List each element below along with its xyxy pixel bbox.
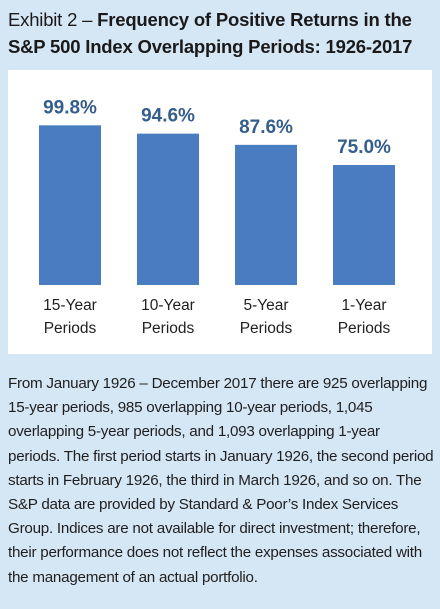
chart-panel: 99.8% 94.6% 87.6% 75.0% 15-Year Periods 10-Yea… [8,70,432,354]
category-label-1-line-1: 15-Year [43,297,97,314]
data-label-3: 87.6% [239,117,293,138]
data-label-2: 94.6% [141,106,195,127]
data-label-4: 75.0% [337,137,391,158]
exhibit-number: Exhibit 2 – [8,9,98,30]
chart-title: Exhibit 2 – Frequency of Positive Return… [8,6,432,60]
bar-4 [333,165,395,285]
category-label-1-line-2: Periods [44,320,97,337]
data-label-1: 99.8% [43,97,97,118]
bar-1 [39,125,101,285]
chart-footnote: From January 1926 – December 2017 there … [8,375,434,586]
bar-2 [137,133,199,285]
chart-title-text: Frequency of Positive Returns in the S&P… [8,9,413,57]
category-label-3-line-1: 5-Year [243,297,288,314]
category-label-3-line-2: Periods [240,320,293,337]
category-label-2-line-1: 10-Year [141,297,195,314]
bar-chart: 99.8% 94.6% 87.6% 75.0% 15-Year Periods 10-Yea… [39,97,395,337]
category-label-4-line-1: 1-Year [341,297,386,314]
category-label-2-line-2: Periods [142,320,195,337]
bar-3 [235,144,297,285]
category-label-4-line-2: Periods [338,320,391,337]
